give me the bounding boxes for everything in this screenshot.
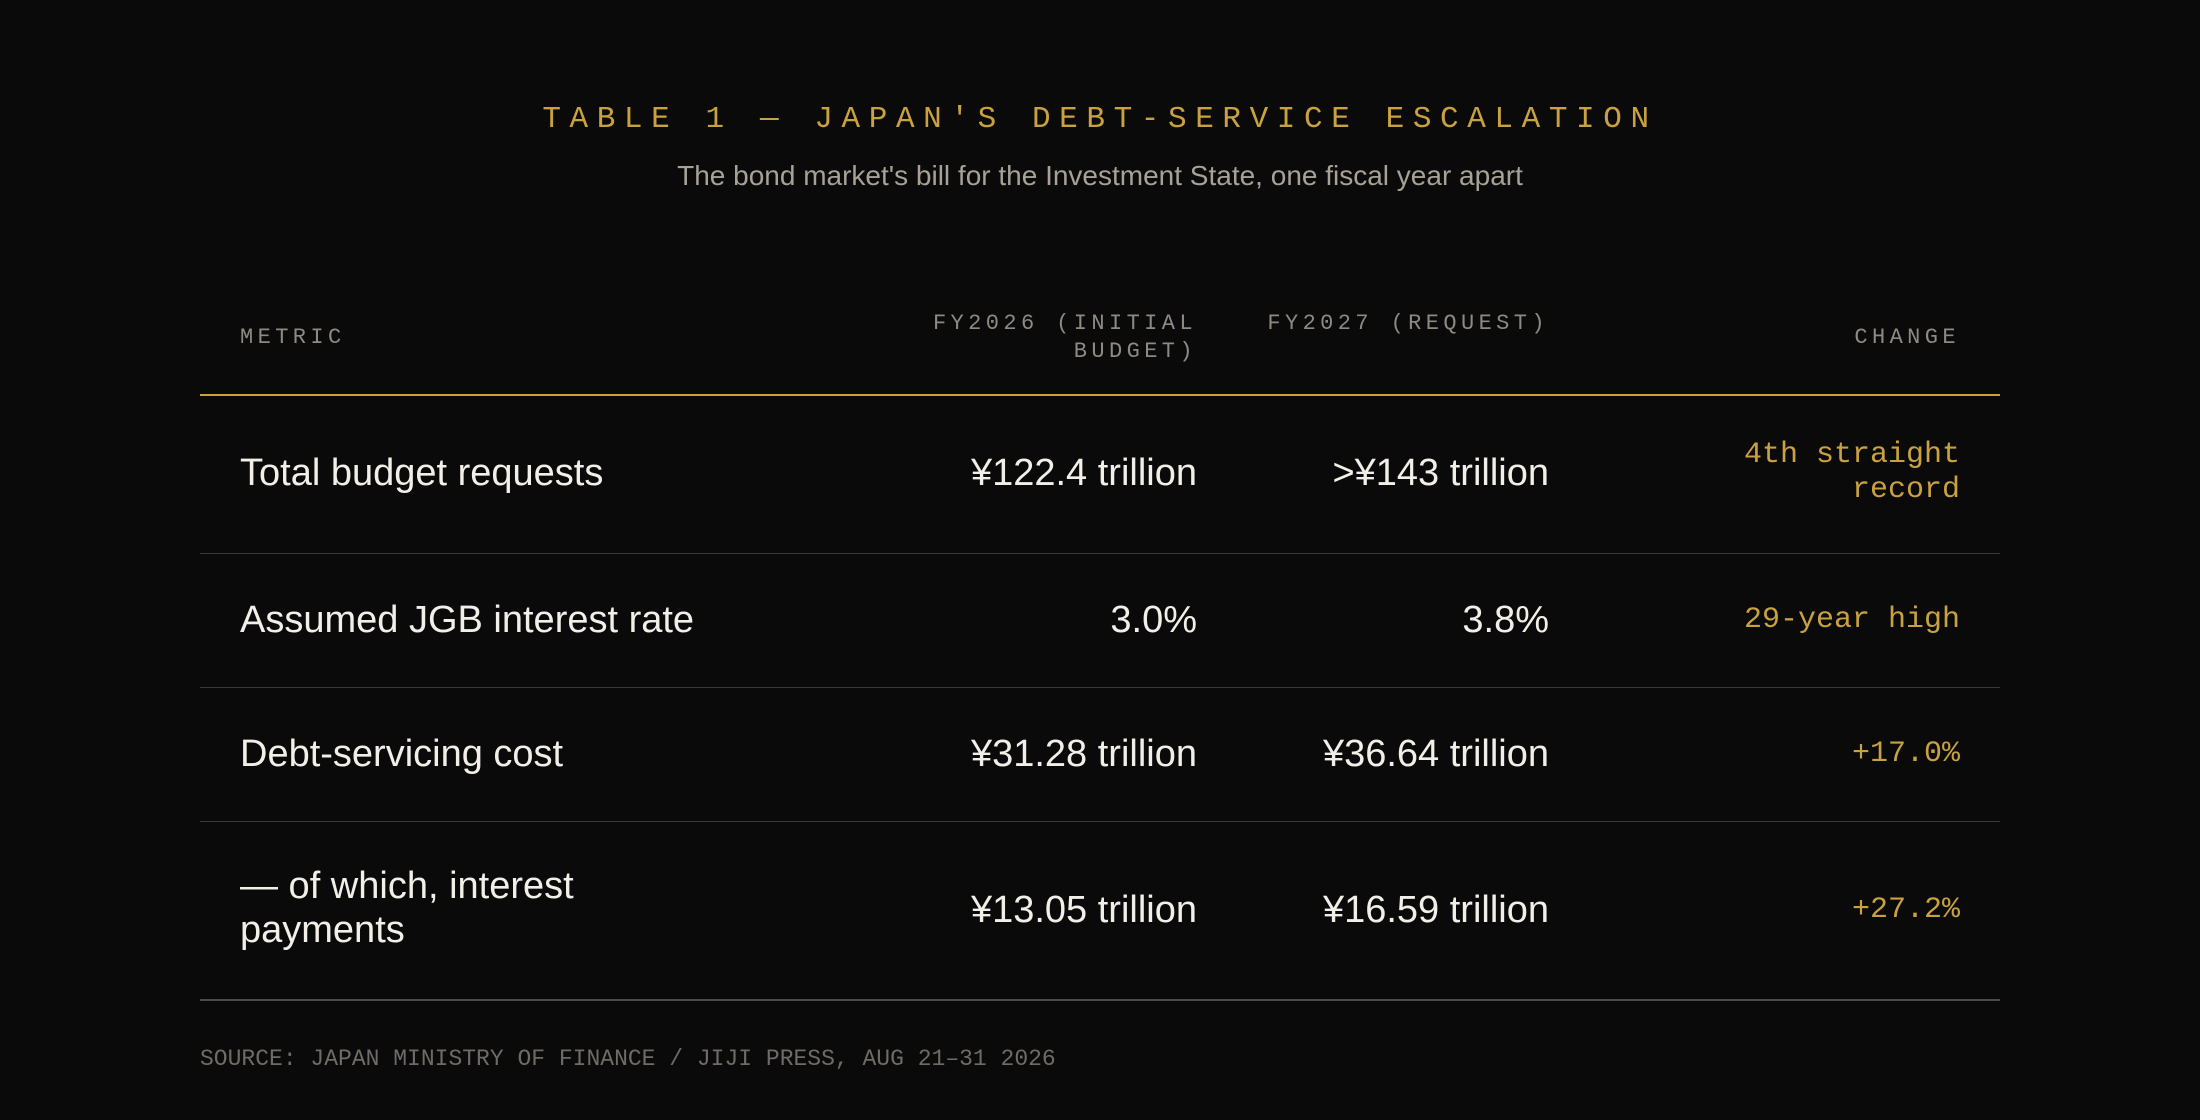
row-fy2027-value: >¥143 trillion — [1332, 452, 1549, 494]
header-fy2027: FY2027 (REQUEST) — [1267, 311, 1549, 336]
page: TABLE 1 — JAPAN'S DEBT-SERVICE ESCALATIO… — [200, 0, 2000, 1120]
table-subtitle: The bond market's bill for the Investmen… — [677, 160, 1523, 191]
row-fy2026-value: ¥122.4 trillion — [970, 452, 1197, 494]
row-fy2026-value: ¥13.05 trillion — [970, 889, 1197, 931]
row-fy2027-value: 3.8% — [1462, 599, 1549, 641]
header-change: CHANGE — [1854, 325, 1960, 350]
header-metric: METRIC — [240, 325, 346, 350]
row-change: 29-year high — [1743, 603, 1960, 637]
table-row: Total budget requests ¥122.4 trillion >¥… — [200, 396, 2000, 554]
debt-service-table: METRIC FY2026 (INITIAL BUDGET) FY2027 (R… — [200, 290, 2000, 1001]
row-change: +17.0% — [1851, 737, 1960, 771]
row-metric: Assumed JGB interest rate — [240, 599, 695, 641]
source-note: SOURCE: JAPAN MINISTRY OF FINANCE / JIJI… — [200, 1046, 1056, 1072]
row-fy2026-value: 3.0% — [1110, 599, 1197, 641]
row-change: +27.2% — [1851, 893, 1960, 927]
row-fy2027-value: ¥36.64 trillion — [1322, 733, 1549, 775]
row-change: 4th straight record — [1743, 438, 1960, 507]
table-row: Assumed JGB interest rate 3.0% 3.8% 29-y… — [200, 554, 2000, 688]
row-metric: Debt-servicing cost — [240, 733, 564, 775]
table-title: TABLE 1 — JAPAN'S DEBT-SERVICE ESCALATIO… — [542, 102, 1658, 137]
header-fy2026: FY2026 (INITIAL BUDGET) — [932, 311, 1197, 364]
row-fy2026-value: ¥31.28 trillion — [970, 733, 1197, 775]
row-metric: Total budget requests — [240, 452, 604, 494]
table-row: Debt-servicing cost ¥31.28 trillion ¥36.… — [200, 688, 2000, 822]
row-fy2027-value: ¥16.59 trillion — [1322, 889, 1549, 931]
table-row: — of which, interest payments ¥13.05 tri… — [200, 822, 2000, 1001]
row-metric: — of which, interest payments — [240, 865, 574, 951]
table-header: METRIC FY2026 (INITIAL BUDGET) FY2027 (R… — [200, 290, 2000, 396]
